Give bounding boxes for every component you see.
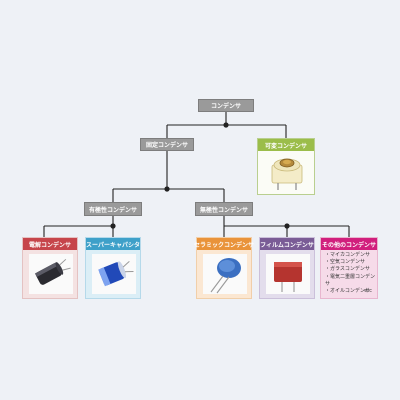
other-etc-note: etc xyxy=(364,288,372,294)
card-film-capacitor: フィルムコンデンサ xyxy=(259,237,315,299)
card-supercap-label: スーパーキャパシタ xyxy=(86,241,140,249)
node-nonpolar-capacitor-label: 無極性コンデンサ xyxy=(199,206,248,214)
card-film-body xyxy=(260,250,314,298)
junction-dot-fixed xyxy=(164,186,170,192)
list-item: ・空気コンデンサ xyxy=(325,259,366,266)
card-ceramic-body xyxy=(197,250,251,298)
node-fixed-capacitor-label: 固定コンデンサ xyxy=(145,142,188,149)
ceramic-capacitor-photo xyxy=(203,254,247,294)
card-electrolytic-capacitor: 電解コンデンサ xyxy=(22,237,78,299)
supercapacitor-photo xyxy=(92,254,136,294)
node-capacitor: コンデンサ xyxy=(198,99,254,112)
node-fixed-capacitor: 固定コンデンサ xyxy=(140,138,194,151)
node-polar-capacitor: 有極性コンデンサ xyxy=(84,202,142,216)
card-supercap-body xyxy=(86,250,140,298)
junction-dot-polar xyxy=(110,223,116,229)
card-other-header: その他のコンデンサ xyxy=(321,238,377,250)
card-ceramic-capacitor: セラミックコンデンサ xyxy=(194,237,255,299)
card-other-label: その他のコンデンサ xyxy=(321,241,376,249)
list-item: ・電気二重層コンデンサ xyxy=(325,273,376,287)
card-ceramic-label: セラミックコンデンサ xyxy=(194,241,255,249)
junction-dot-root xyxy=(223,122,229,128)
card-film-label: フィルムコンデンサ xyxy=(260,241,314,249)
node-nonpolar-capacitor: 無極性コンデンサ xyxy=(195,202,253,216)
list-item: ・オイルコンデンサ xyxy=(325,288,370,295)
card-electrolytic-label: 電解コンデンサ xyxy=(28,241,71,249)
card-variable-capacitor-body xyxy=(258,151,314,194)
card-electrolytic-body xyxy=(23,250,77,298)
node-capacitor-label: コンデンサ xyxy=(210,103,241,110)
film-capacitor-photo xyxy=(266,254,310,294)
card-other-capacitors: その他のコンデンサ ・マイカコンデンサ ・空気コンデンサ ・ガラスコンデンサ ・… xyxy=(320,237,378,299)
trimmer-capacitor-photo xyxy=(271,158,303,190)
other-capacitor-list: ・マイカコンデンサ ・空気コンデンサ ・ガラスコンデンサ ・電気二重層コンデンサ… xyxy=(325,252,377,295)
junction-dot-nonpolar xyxy=(284,223,290,229)
node-polar-capacitor-label: 有極性コンデンサ xyxy=(88,206,137,214)
card-ceramic-header: セラミックコンデンサ xyxy=(194,238,255,250)
card-supercapacitor: スーパーキャパシタ xyxy=(85,237,141,299)
card-film-header: フィルムコンデンサ xyxy=(260,238,314,250)
card-variable-capacitor-label: 可変コンデンサ xyxy=(264,142,307,150)
list-item: ・マイカコンデンサ xyxy=(325,252,371,258)
electrolytic-capacitor-photo xyxy=(29,254,73,294)
card-variable-capacitor: 可変コンデンサ xyxy=(257,138,315,195)
card-supercap-header: スーパーキャパシタ xyxy=(86,238,140,250)
card-electrolytic-header: 電解コンデンサ xyxy=(23,238,77,250)
card-variable-capacitor-header: 可変コンデンサ xyxy=(258,139,314,151)
list-item: ・ガラスコンデンサ xyxy=(325,266,370,273)
